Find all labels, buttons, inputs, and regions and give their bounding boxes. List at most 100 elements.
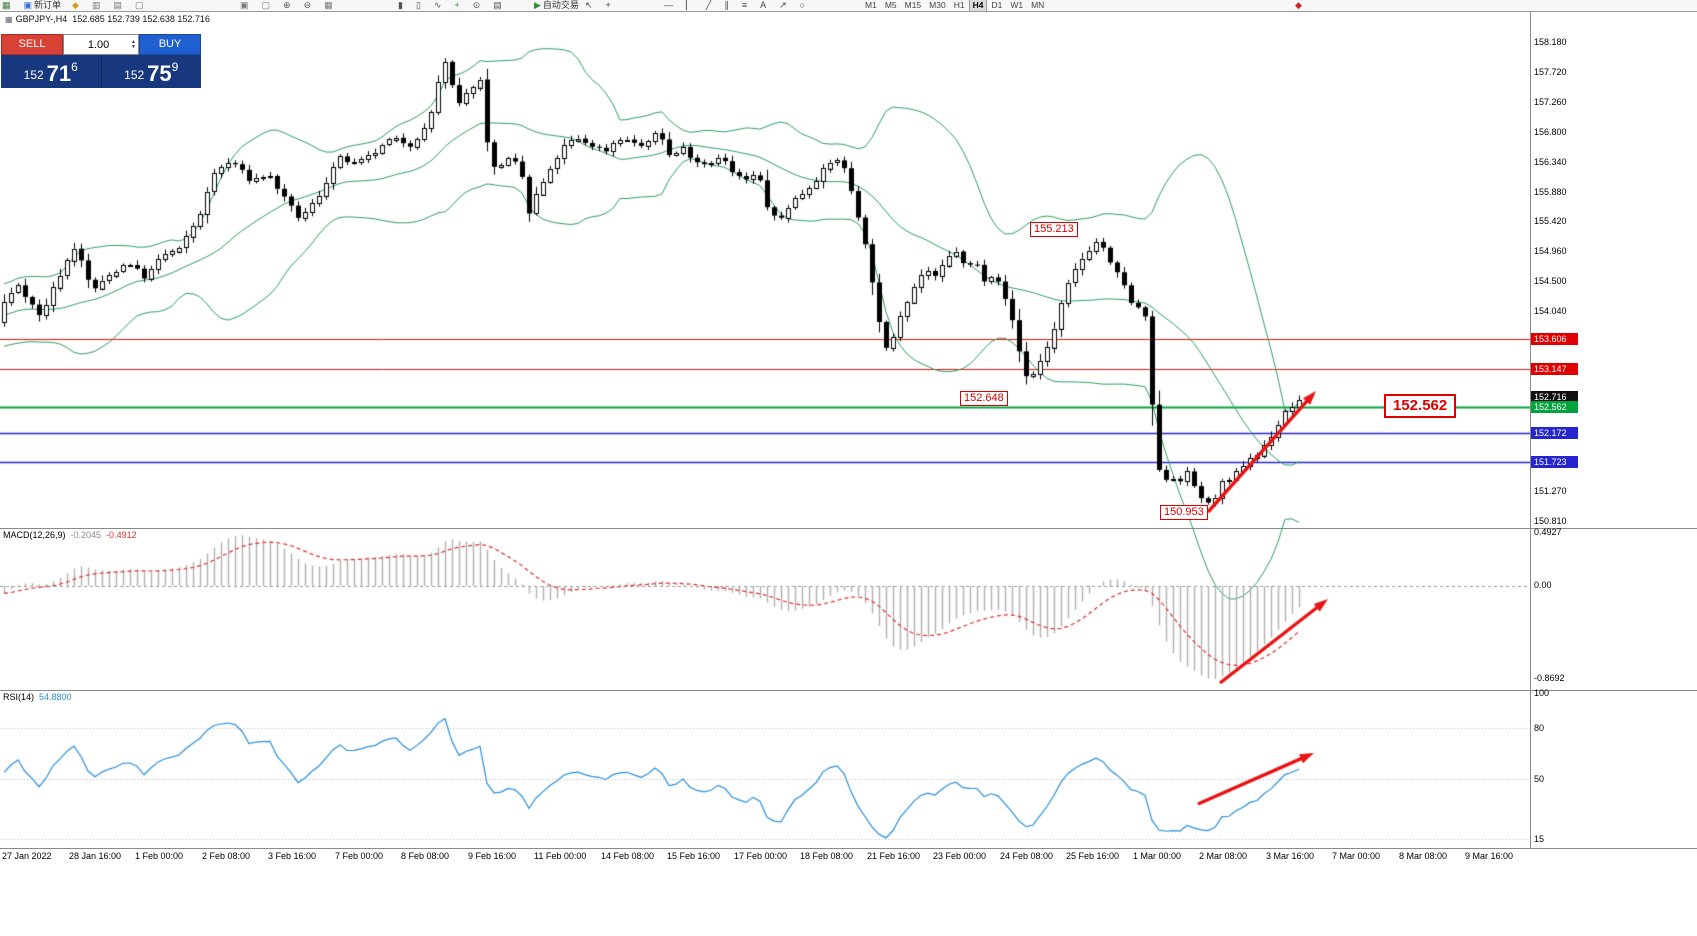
zoom-out-icon[interactable]: ⊖ — [304, 0, 314, 11]
price-axis-label: 157.260 — [1534, 97, 1567, 107]
vertical-line-icon-glyph: ▏ — [686, 0, 693, 10]
timeframe-m1[interactable]: M1 — [865, 0, 877, 10]
macd-signal-value: -0.4912 — [106, 530, 137, 540]
terminal-icon-glyph: ▢ — [135, 0, 144, 10]
time-axis-separator — [0, 848, 1697, 849]
macd-axis-label: -0.8692 — [1534, 673, 1565, 683]
text-icon[interactable]: A — [760, 0, 768, 11]
time-axis-label: 8 Feb 08:00 — [401, 851, 450, 861]
price-divider — [100, 55, 102, 88]
market-watch-icon[interactable]: ▥ — [92, 0, 103, 11]
terminal-icon[interactable]: ▢ — [135, 0, 146, 11]
zoom-out-icon-glyph: ⊖ — [303, 0, 312, 10]
price-tag-152.716: 152.716 — [1531, 391, 1578, 403]
price-axis-label: 154.960 — [1534, 246, 1567, 256]
add-indicator-icon[interactable]: + — [454, 0, 461, 11]
rsi-indicator-label: RSI(14) 54.8800 — [3, 692, 72, 702]
candlestick-icon[interactable]: ▯ — [416, 0, 423, 11]
horizontal-line-icon[interactable]: — — [664, 0, 675, 11]
timeframe-d1[interactable]: D1 — [991, 0, 1003, 10]
volume-value: 1.00 — [87, 38, 110, 51]
price-annotation-150.953[interactable]: 150.953 — [1160, 505, 1208, 520]
volume-down-icon[interactable]: ▼ — [131, 43, 136, 50]
tile-windows-icon[interactable]: ▦ — [324, 0, 335, 11]
sell-price[interactable]: 152 71 6 — [1, 55, 101, 88]
toolbar-group: — ▏ ╱ ∥ ≡ A ↗ ○ — [664, 0, 807, 11]
macd-main-value: -0.2045 — [70, 530, 102, 540]
price-axis-label: 154.500 — [1534, 276, 1567, 286]
timeframe-m5[interactable]: M5 — [884, 0, 897, 10]
news-icon[interactable]: ◆ — [1295, 0, 1304, 11]
time-axis-label: 23 Feb 00:00 — [933, 851, 987, 861]
time-axis-label: 2 Feb 08:00 — [202, 851, 251, 861]
volume-up-icon[interactable]: ▲ — [131, 38, 136, 45]
bar-chart-icon[interactable]: ▮ — [398, 0, 405, 11]
zoom-in-icon-glyph: ⊕ — [283, 0, 291, 10]
navigator-icon[interactable]: ▤ — [113, 0, 124, 11]
timeframe-mn[interactable]: MN — [1031, 0, 1045, 10]
new-order-button[interactable]: ▣ 新订单 — [24, 0, 62, 11]
timeframe-m15[interactable]: M15 — [904, 0, 922, 10]
autotrade-button-glyph: ▶ — [534, 0, 541, 10]
rsi-axis-label: 80 — [1534, 723, 1545, 733]
autotrade-button[interactable]: ▶ 自动交易 — [534, 0, 579, 11]
price-annotation-152.648[interactable]: 152.648 — [960, 391, 1008, 406]
period-menu-icon[interactable]: ⊙ — [473, 0, 483, 11]
buy-button[interactable]: BUY — [139, 34, 201, 55]
horizontal-line-icon-glyph: — — [664, 0, 673, 10]
timeframe-m30[interactable]: M30 — [929, 0, 946, 10]
trendline-icon-glyph: ╱ — [705, 0, 712, 10]
chart-title: ▦ GBPJPY-,H4 152.685 152.739 152.638 152.7… — [5, 14, 210, 24]
buy-price[interactable]: 152 75 9 — [102, 55, 202, 88]
line-chart-icon[interactable]: ∿ — [434, 0, 444, 11]
timeframe-w1[interactable]: W1 — [1010, 0, 1024, 10]
templates-icon[interactable]: ▤ — [493, 0, 504, 11]
chart-window-icon[interactable]: ▦ — [2, 0, 13, 11]
volume-input[interactable]: 1.00 ▲ ▼ — [63, 34, 139, 55]
cursor-icon[interactable]: ↖ — [585, 0, 595, 11]
sell-button[interactable]: SELL — [1, 34, 63, 55]
rsi-value: 54.8800 — [39, 692, 72, 702]
crosshair-icon[interactable]: + — [606, 0, 613, 11]
new-chart-icon[interactable]: ▣ — [240, 0, 251, 11]
price-axis-label: 151.270 — [1534, 486, 1567, 496]
rsi-axis-label: 15 — [1534, 834, 1545, 844]
profiles-icon[interactable]: ▢ — [262, 0, 273, 11]
timeframe-h4[interactable]: H4 — [968, 0, 988, 11]
zoom-in-icon[interactable]: ⊕ — [283, 0, 293, 11]
price-tag-153.606: 153.606 — [1531, 333, 1578, 345]
time-axis-label: 11 Feb 00:00 — [534, 851, 587, 861]
channel-icon[interactable]: ∥ — [724, 0, 731, 11]
price-annotation-155.213[interactable]: 155.213 — [1030, 222, 1078, 237]
vertical-line-icon[interactable]: ▏ — [686, 0, 695, 11]
time-axis-label: 3 Feb 16:00 — [268, 851, 317, 861]
line-chart-icon-glyph: ∿ — [433, 0, 442, 10]
tile-windows-icon-glyph: ▦ — [324, 0, 333, 10]
arrows-icon[interactable]: ↗ — [779, 0, 789, 11]
toolbar-group: ▮ ▯ ∿ + ⊙ ▤ — [398, 0, 504, 11]
trendline-icon[interactable]: ╱ — [706, 0, 713, 11]
chart-ohlc-values: 152.685 152.739 152.638 152.716 — [72, 14, 210, 24]
trade-prices-row: 152 71 6 152 75 9 — [1, 55, 201, 88]
time-axis-label: 1 Mar 00:00 — [1133, 851, 1182, 861]
price-chart-canvas[interactable] — [0, 12, 1530, 848]
navigator-icon-glyph: ▤ — [113, 0, 122, 10]
fibonacci-icon-glyph: ≡ — [741, 0, 748, 10]
profiles-icon-glyph: ▢ — [261, 0, 271, 10]
price-axis-label: 155.880 — [1534, 187, 1567, 197]
buy-big-figure: 152 — [124, 68, 145, 82]
price-annotation-152.562[interactable]: 152.562 — [1384, 394, 1457, 418]
shapes-icon[interactable]: ○ — [800, 0, 807, 11]
time-axis-label: 24 Feb 08:00 — [1000, 851, 1054, 861]
fibonacci-icon[interactable]: ≡ — [742, 0, 749, 11]
text-icon-glyph: A — [760, 0, 767, 10]
price-tag-152.562: 152.562 — [1531, 401, 1578, 413]
macd-axis-label: 0.00 — [1534, 580, 1552, 590]
timeframe-h1[interactable]: H1 — [953, 0, 965, 10]
volume-spinner[interactable]: ▲ ▼ — [131, 38, 136, 50]
toolbar-group: ▶ 自动交易 — [534, 0, 579, 11]
time-axis-label: 7 Mar 00:00 — [1332, 851, 1381, 861]
time-axis-label: 28 Jan 16:00 — [69, 851, 122, 861]
sell-pipette: 6 — [71, 60, 78, 74]
favorites-icon[interactable]: ◆ — [72, 0, 81, 11]
